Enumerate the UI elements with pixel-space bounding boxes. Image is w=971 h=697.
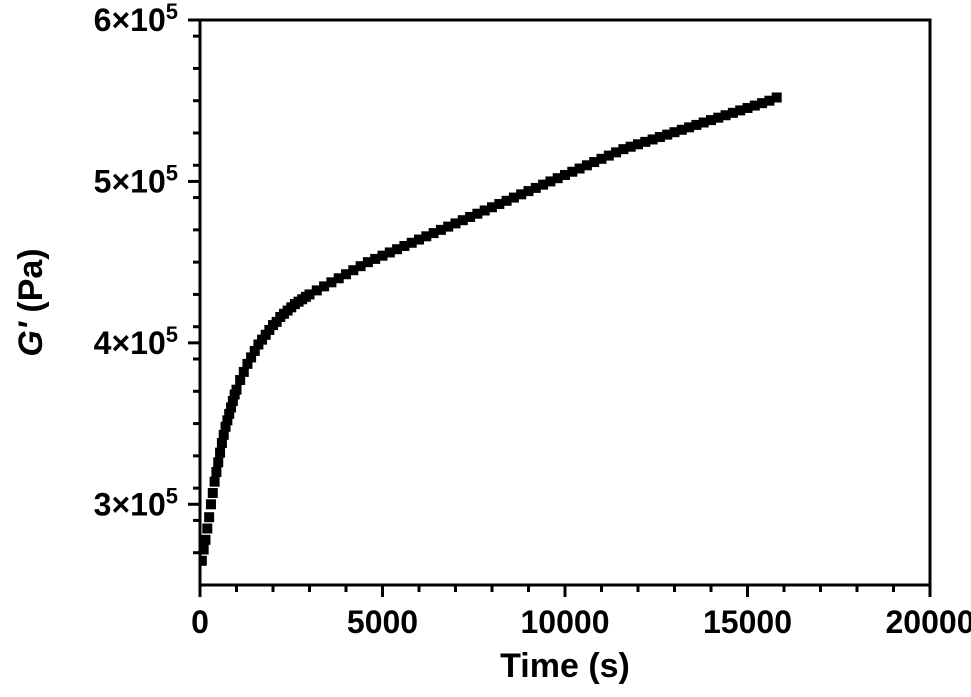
y-tick-label: 3×105 — [94, 483, 178, 522]
x-tick-label: 15000 — [703, 604, 792, 640]
chart-svg: 0 5000 10000 15000 20000 3×105 4×105 5×105 6×105… — [0, 0, 971, 697]
data-marker — [200, 535, 210, 545]
y-tick-label: 6×105 — [94, 0, 178, 38]
y-tick-label: 5×105 — [94, 161, 178, 200]
data-marker — [232, 385, 242, 395]
data-marker — [202, 524, 212, 534]
x-tick-label: 5000 — [347, 604, 418, 640]
data-marker — [215, 448, 225, 458]
data-marker — [210, 477, 220, 487]
data-marker — [204, 512, 214, 522]
data-marker — [208, 488, 218, 498]
x-tick-label: 0 — [191, 604, 209, 640]
x-tick-label: 10000 — [521, 604, 610, 640]
data-marker — [206, 499, 216, 509]
x-axis-title: Time (s) — [500, 647, 630, 685]
data-marker — [199, 544, 209, 554]
y-tick-label: 4×105 — [94, 322, 178, 361]
x-tick-label: 20000 — [886, 604, 971, 640]
chart-container: 0 5000 10000 15000 20000 3×105 4×105 5×105 6×105… — [0, 0, 971, 697]
data-marker — [213, 457, 223, 467]
data-marker — [211, 467, 221, 477]
y-axis-title: G' (Pa) — [12, 248, 50, 356]
data-marker — [772, 92, 782, 102]
